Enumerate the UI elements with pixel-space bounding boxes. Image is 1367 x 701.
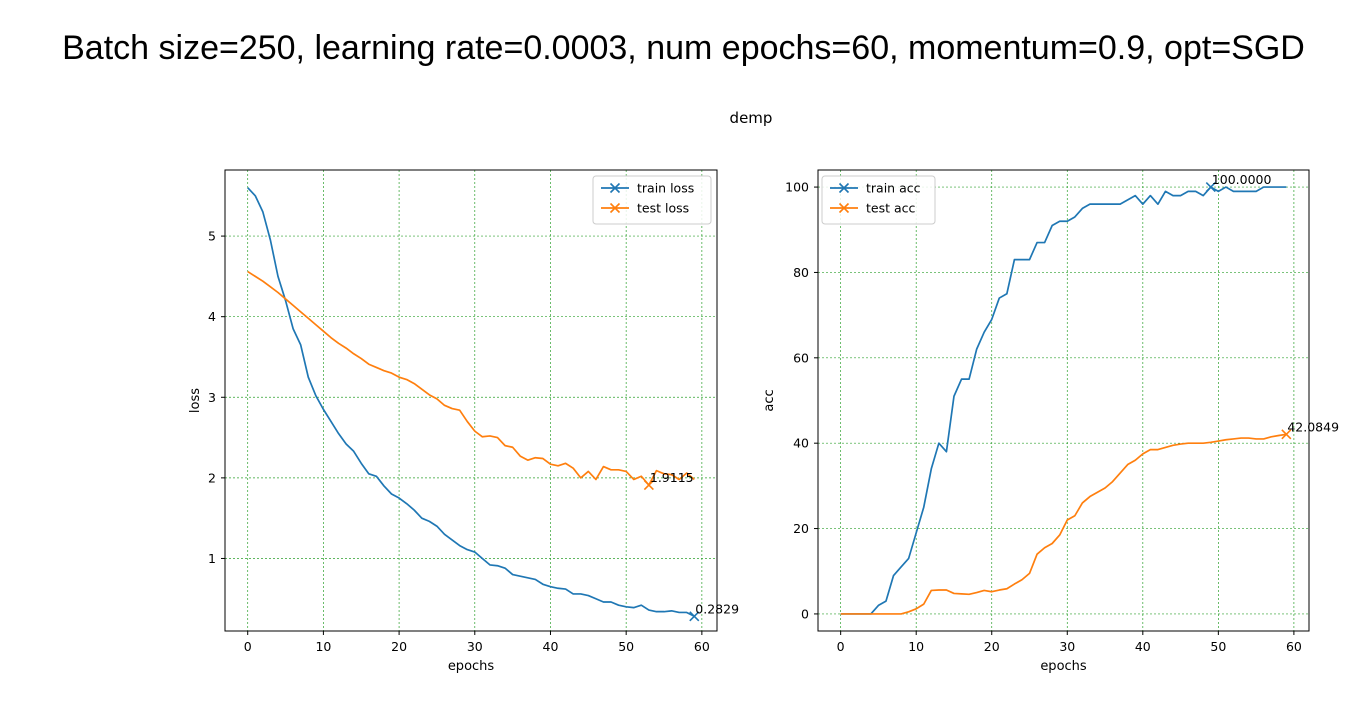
- y-tick-label: 4: [208, 309, 216, 324]
- x-tick-label: 50: [618, 639, 634, 654]
- legend-label: test loss: [637, 201, 689, 216]
- series-line-test-loss: [247, 270, 695, 486]
- y-axis-label: loss: [188, 388, 203, 413]
- page-title: Batch size=250, learning rate=0.0003, nu…: [62, 29, 1305, 67]
- y-tick-label: 20: [793, 521, 809, 536]
- data-annotation: 42.0849: [1287, 419, 1339, 434]
- annotation-marker: [643, 479, 654, 491]
- x-tick-label: 20: [391, 639, 407, 654]
- y-tick-label: 80: [793, 265, 809, 280]
- y-tick-label: 60: [793, 350, 809, 365]
- legend-label: test acc: [866, 201, 916, 216]
- y-tick-label: 5: [208, 229, 216, 244]
- data-annotation: 1.9115: [650, 470, 694, 485]
- x-axis-label: epochs: [448, 659, 495, 674]
- series-line-train-loss: [247, 187, 695, 618]
- x-tick-label: 0: [837, 639, 845, 654]
- series-line-test-acc: [840, 433, 1287, 615]
- legend-label: train acc: [866, 181, 921, 196]
- x-tick-label: 20: [984, 639, 1000, 654]
- x-tick-label: 10: [315, 639, 331, 654]
- accuracy-chart: 100.0000 42.0849 0 10 20 30 40 50 60 0 20 40 60 80 100…: [762, 169, 1339, 674]
- x-tick-label: 60: [694, 639, 710, 654]
- x-tick-label: 40: [1135, 639, 1151, 654]
- annotation-marker: [1281, 429, 1292, 440]
- figure-suptitle: demp: [730, 109, 773, 127]
- y-tick-label: 100: [785, 180, 809, 195]
- y-tick-label: 3: [208, 390, 216, 405]
- y-tick-label: 1: [208, 551, 216, 566]
- x-tick-label: 30: [1059, 639, 1075, 654]
- y-tick-label: 2: [208, 470, 216, 485]
- x-tick-label: 10: [908, 639, 924, 654]
- x-axis-label: epochs: [1040, 659, 1087, 674]
- legend-marker: [609, 182, 621, 194]
- axes-frame: [224, 169, 718, 632]
- annotation-marker: [1205, 182, 1216, 193]
- x-tick-label: 50: [1210, 639, 1226, 654]
- series-line-train-acc: [840, 186, 1287, 615]
- y-axis-label: acc: [762, 389, 777, 411]
- legend: train acc test acc: [821, 175, 936, 225]
- y-tick-label: 40: [793, 436, 809, 451]
- x-tick-label: 40: [543, 639, 559, 654]
- data-annotation: 100.0000: [1212, 172, 1272, 187]
- y-tick-label: 0: [801, 606, 809, 621]
- x-tick-label: 30: [467, 639, 483, 654]
- legend: train loss test loss: [592, 175, 712, 225]
- axes-frame: [817, 169, 1310, 632]
- annotation-marker: [689, 611, 700, 622]
- legend-label: train loss: [637, 181, 694, 196]
- legend-marker: [838, 182, 850, 194]
- x-tick-label: 0: [244, 639, 252, 654]
- x-tick-label: 60: [1286, 639, 1302, 654]
- legend-marker: [838, 202, 850, 214]
- legend-marker: [609, 202, 621, 214]
